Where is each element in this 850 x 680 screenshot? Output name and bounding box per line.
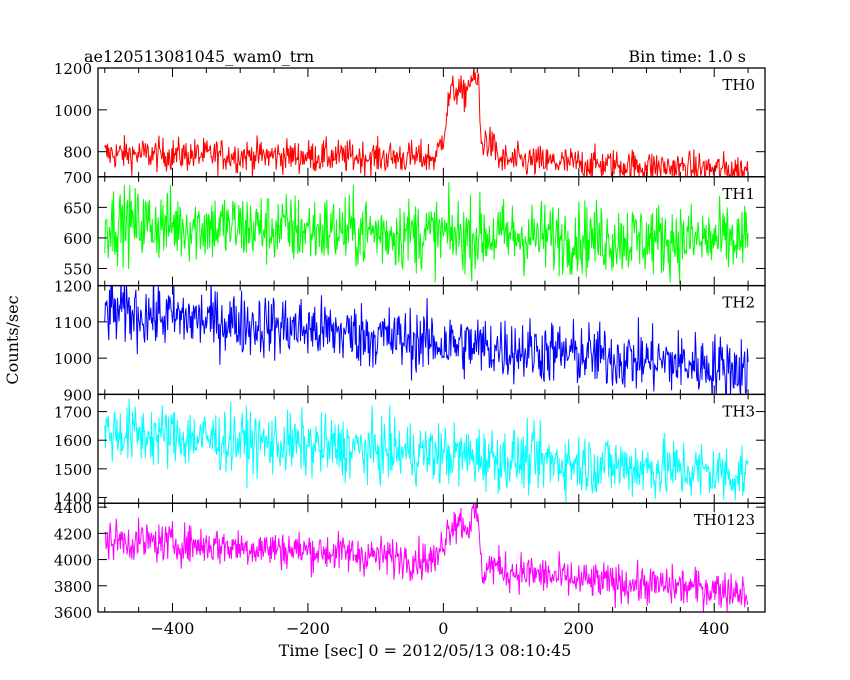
y-tick-label: 650 <box>63 199 92 217</box>
x-tick-label: −400 <box>151 619 195 638</box>
x-tick-label: 0 <box>438 619 448 638</box>
panel-th0: 800 1000 1200 TH0 <box>54 60 766 178</box>
panel-label: TH0 <box>722 76 755 94</box>
y-tick-label: 1000 <box>54 350 92 368</box>
series-line-th2 <box>104 285 749 395</box>
panel-frame <box>97 502 766 613</box>
series-line-th0123 <box>104 503 749 613</box>
x-axis-label: Time [sec] 0 = 2012/05/13 08:10:45 <box>279 641 572 660</box>
y-tick-label: 1400 <box>54 489 92 507</box>
y-tick-label: 1500 <box>54 461 92 479</box>
panel-th1: 550 600 650 700 TH1 <box>63 169 766 287</box>
y-tick-label: 700 <box>63 169 92 187</box>
panel-th3: 1400 1500 1600 1700 TH3 <box>54 393 766 507</box>
panel-label: TH0123 <box>694 511 755 529</box>
bin-time-label: Bin time: 1.0 s <box>628 47 746 66</box>
y-tick-label: 4000 <box>54 552 92 570</box>
y-tick-label: 800 <box>63 144 92 162</box>
y-tick-label: 550 <box>63 260 92 278</box>
panel-label: TH1 <box>722 185 755 203</box>
y-axis-label: Counts/sec <box>3 295 22 384</box>
y-tick-label: 1600 <box>54 432 92 450</box>
series-line-th0 <box>104 68 749 177</box>
x-tick-label: 400 <box>699 619 730 638</box>
x-axis: −400 −200 0 200 400 <box>151 619 730 638</box>
panels-group: 800 1000 1200 TH0 550 600 650 700 TH1 900 1000 1100… <box>54 60 766 622</box>
y-tick-label: 1200 <box>54 60 92 78</box>
panel-th0123: 3600 3800 4000 4200 4400 TH0123 <box>54 499 766 622</box>
y-tick-label: 1000 <box>54 102 92 120</box>
series-line-th3 <box>104 398 749 504</box>
y-tick-label: 600 <box>63 230 92 248</box>
panel-label: TH2 <box>722 294 755 312</box>
y-tick-label: 1200 <box>54 278 92 296</box>
y-tick-label: 3600 <box>54 604 92 622</box>
x-tick-label: −200 <box>286 619 330 638</box>
series-line-th1 <box>104 182 749 285</box>
y-tick-label: 1700 <box>54 404 92 422</box>
y-tick-label: 900 <box>63 386 92 404</box>
y-tick-label: 4200 <box>54 525 92 543</box>
y-tick-label: 1100 <box>54 314 92 332</box>
panel-label: TH3 <box>722 402 755 420</box>
panel-th2: 900 1000 1100 1200 TH2 <box>54 278 766 404</box>
x-tick-label: 200 <box>564 619 595 638</box>
y-tick-label: 3800 <box>54 578 92 596</box>
chart-title: ae120513081045_wam0_trn <box>84 47 314 66</box>
y-tick-label: 4400 <box>54 499 92 517</box>
